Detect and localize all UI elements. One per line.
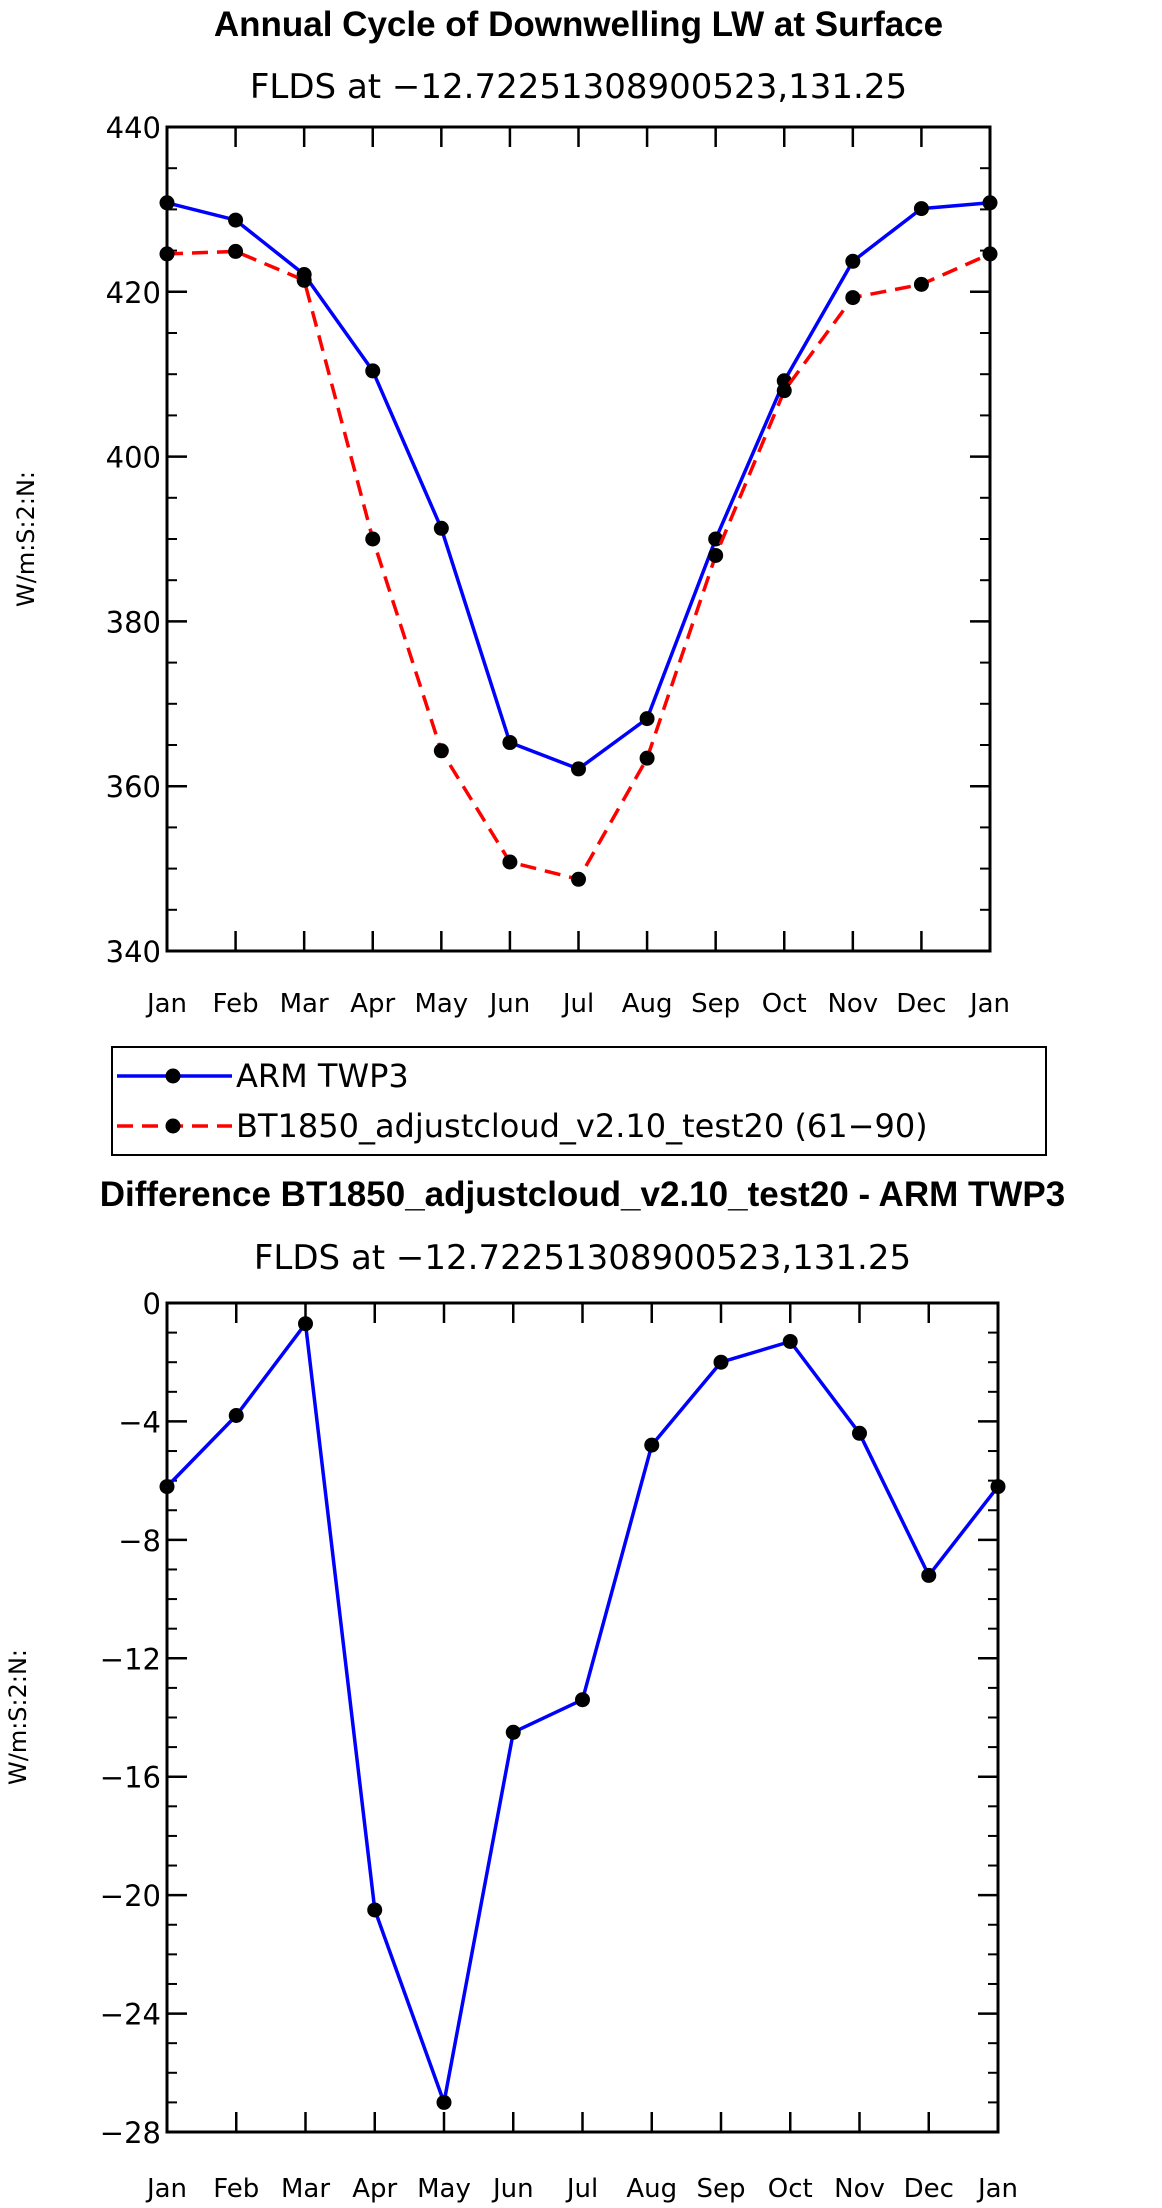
y-axis-label: W/m:S:2:N: bbox=[12, 471, 40, 607]
legend-label-2: BT1850_adjustcloud_v2.10_test20 (61−90) bbox=[236, 1107, 928, 1145]
y-tick-label: −28 bbox=[100, 2116, 161, 2150]
legend-label-1: ARM TWP3 bbox=[236, 1057, 409, 1095]
y-tick-label: 340 bbox=[106, 935, 161, 969]
legend-box bbox=[111, 1046, 1047, 1156]
data-point bbox=[852, 1425, 867, 1441]
x-tick-label: Nov bbox=[834, 2174, 885, 2204]
chart-subtitle: FLDS at −12.72251308900523,131.25 bbox=[250, 67, 907, 107]
y-tick-label: −20 bbox=[100, 1879, 161, 1913]
data-point bbox=[708, 547, 724, 563]
y-tick-label: 400 bbox=[106, 441, 161, 475]
data-point bbox=[228, 243, 244, 259]
x-tick-label: Dec bbox=[904, 2174, 954, 2204]
data-point bbox=[644, 1437, 660, 1453]
x-tick-label: Aug bbox=[626, 2174, 677, 2204]
x-tick-label: Jul bbox=[561, 989, 594, 1019]
data-point bbox=[365, 363, 381, 379]
y-tick-label: −8 bbox=[118, 1524, 161, 1558]
data-point bbox=[505, 1724, 521, 1740]
data-point bbox=[571, 871, 586, 887]
data-point bbox=[845, 290, 861, 306]
x-tick-label: Mar bbox=[280, 989, 329, 1019]
x-tick-label: Sep bbox=[691, 989, 740, 1019]
y-tick-label: −24 bbox=[100, 1998, 161, 2032]
data-point bbox=[502, 735, 518, 751]
series-line-1 bbox=[165, 1321, 1000, 2105]
x-tick-label: Oct bbox=[762, 989, 807, 1019]
x-tick-label: Jan bbox=[145, 989, 187, 1019]
series-line-1 bbox=[166, 201, 991, 771]
x-tick-label: Mar bbox=[281, 2174, 330, 2204]
data-point bbox=[713, 1354, 729, 1370]
x-tick-label: May bbox=[414, 989, 468, 1019]
x-tick-label: Feb bbox=[213, 989, 259, 1019]
data-point bbox=[296, 272, 312, 288]
y-tick-label: 360 bbox=[106, 770, 161, 804]
data-point bbox=[159, 1479, 175, 1495]
y-tick-label: 380 bbox=[106, 605, 161, 639]
y-tick-label: −16 bbox=[100, 1761, 161, 1795]
x-tick-label: Feb bbox=[213, 2174, 259, 2204]
x-tick-label: Apr bbox=[350, 989, 395, 1019]
data-point bbox=[159, 195, 175, 211]
x-tick-label: May bbox=[417, 2174, 471, 2204]
data-point bbox=[982, 195, 998, 211]
x-tick-label: Aug bbox=[622, 989, 673, 1019]
legend-marker bbox=[165, 1118, 181, 1134]
data-point bbox=[913, 201, 929, 217]
data-point bbox=[845, 253, 861, 269]
data-point bbox=[571, 761, 586, 777]
data-point bbox=[782, 1333, 798, 1349]
data-point bbox=[433, 520, 449, 536]
x-tick-label: Jan bbox=[145, 2174, 187, 2204]
x-tick-label: Jun bbox=[491, 2174, 534, 2204]
y-tick-label: 0 bbox=[143, 1287, 161, 1321]
x-tick-label: Nov bbox=[827, 989, 878, 1019]
data-point bbox=[433, 743, 449, 759]
plot-frame bbox=[165, 1301, 1000, 2134]
x-tick-label: Jul bbox=[565, 2174, 598, 2204]
data-point bbox=[921, 1567, 937, 1583]
chart-subtitle: FLDS at −12.72251308900523,131.25 bbox=[254, 1238, 911, 1278]
data-point bbox=[982, 246, 998, 262]
data-point bbox=[990, 1479, 1006, 1495]
data-point bbox=[365, 531, 381, 547]
data-point bbox=[298, 1316, 313, 1332]
data-point bbox=[159, 246, 175, 262]
data-point bbox=[913, 276, 929, 292]
y-tick-label: −4 bbox=[118, 1405, 161, 1439]
y-tick-label: −12 bbox=[100, 1642, 161, 1676]
chart-title: Difference BT1850_adjustcloud_v2.10_test… bbox=[100, 1175, 1065, 1214]
y-tick-label: 440 bbox=[106, 111, 161, 145]
x-tick-label: Jan bbox=[976, 2174, 1018, 2204]
chart-title: Annual Cycle of Downwelling LW at Surfac… bbox=[214, 5, 943, 44]
chart-2: Difference BT1850_adjustcloud_v2.10_test… bbox=[4, 1175, 1065, 2204]
x-tick-label: Dec bbox=[896, 989, 946, 1019]
legend: ARM TWP3 BT1850_adjustcloud_v2.10_test20 … bbox=[111, 1046, 1047, 1156]
data-point bbox=[228, 1408, 244, 1424]
data-point bbox=[367, 1902, 383, 1918]
x-tick-label: Jan bbox=[968, 989, 1010, 1019]
legend-marker bbox=[165, 1068, 181, 1084]
y-axis-label: W/m:S:2:N: bbox=[4, 1649, 32, 1785]
series-line-2 bbox=[166, 249, 991, 882]
data-point bbox=[639, 711, 655, 727]
data-point bbox=[776, 383, 792, 399]
data-point bbox=[436, 2094, 452, 2110]
x-tick-label: Apr bbox=[352, 2174, 397, 2204]
data-point bbox=[639, 750, 655, 766]
data-point bbox=[502, 854, 518, 870]
x-tick-label: Sep bbox=[696, 2174, 745, 2204]
data-point bbox=[228, 212, 244, 228]
y-tick-label: 420 bbox=[106, 276, 161, 310]
chart-1: Annual Cycle of Downwelling LW at Surfac… bbox=[12, 5, 1047, 1156]
x-tick-label: Oct bbox=[768, 2174, 813, 2204]
x-tick-label: Jun bbox=[488, 989, 531, 1019]
data-point bbox=[575, 1692, 590, 1708]
